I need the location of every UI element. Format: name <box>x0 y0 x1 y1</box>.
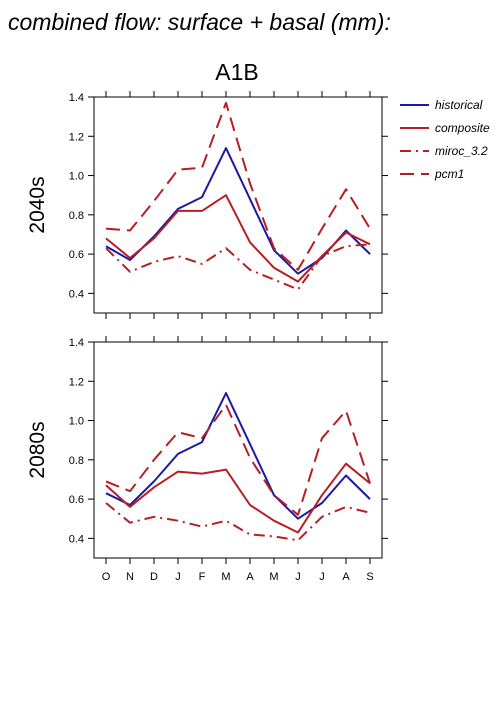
x-tick-label: J <box>295 571 301 583</box>
y-tick-label: 1.4 <box>69 337 84 349</box>
series-line-miroc_3.2 <box>105 243 371 291</box>
legend-item-miroc_3.2: miroc_3.2 <box>400 144 488 158</box>
x-tick-label: F <box>199 571 206 583</box>
y-tick-label: 0.4 <box>69 288 84 300</box>
y-tick-label: 1.4 <box>69 92 84 104</box>
chart-panel-2040s: 0.4 0.6 0.8 1.0 1.2 1.4 2040s <box>26 91 388 319</box>
y-tick-label: 1.2 <box>69 131 84 143</box>
y-tick-label: 1.2 <box>69 376 84 388</box>
y-axis-label: 2040s <box>26 176 49 233</box>
x-tick-label: M <box>269 571 278 583</box>
x-tick-label: A <box>246 571 254 583</box>
legend-label: historical <box>435 98 483 112</box>
series-line-historical <box>105 392 371 520</box>
legend-item-composite: composite <box>400 121 490 135</box>
y-tick-label: 0.6 <box>69 494 84 506</box>
chart-panel-2080s: 0.4 0.6 0.8 1.0 1.2 1.4 O N D J F M A M J J A S 2080s <box>26 336 388 583</box>
series-line-miroc_3.2 <box>105 502 371 542</box>
plot-frame <box>93 96 383 314</box>
plot-frame <box>93 341 383 559</box>
series-line-pcm1 <box>105 403 371 516</box>
x-tick-label: N <box>126 571 134 583</box>
x-tick-label: S <box>366 571 373 583</box>
series-line-composite <box>105 194 371 283</box>
y-tick-label: 0.8 <box>69 210 84 222</box>
x-tick-label: M <box>221 571 230 583</box>
y-tick-label: 1.0 <box>69 416 84 428</box>
legend-label: pcm1 <box>434 167 464 181</box>
series-line-pcm1 <box>105 101 371 271</box>
x-tick-label: D <box>150 571 158 583</box>
x-tick-label: J <box>319 571 325 583</box>
series-line-composite <box>105 462 371 534</box>
y-axis-label: 2080s <box>26 421 49 478</box>
legend-item-pcm1: pcm1 <box>400 167 464 181</box>
legend-label: miroc_3.2 <box>435 144 488 158</box>
page-title: combined flow: surface + basal (mm): <box>8 9 391 35</box>
legend-item-historical: historical <box>400 98 483 112</box>
chart-panels: 0.4 0.6 0.8 1.0 1.2 1.4 2040s 0.4 0.6 0.8 1.0 1.2 1.… <box>26 91 388 583</box>
x-tick-label: J <box>175 571 181 583</box>
x-tick-label: O <box>102 571 111 583</box>
y-tick-label: 0.6 <box>69 249 84 261</box>
y-tick-label: 1.0 <box>69 171 84 183</box>
x-tick-label: A <box>342 571 350 583</box>
legend-label: composite <box>435 121 490 135</box>
legend: historical composite miroc_3.2 pcm1 <box>400 98 490 181</box>
y-tick-label: 0.8 <box>69 455 84 467</box>
y-tick-label: 0.4 <box>69 533 84 545</box>
scenario-title: A1B <box>215 59 258 85</box>
